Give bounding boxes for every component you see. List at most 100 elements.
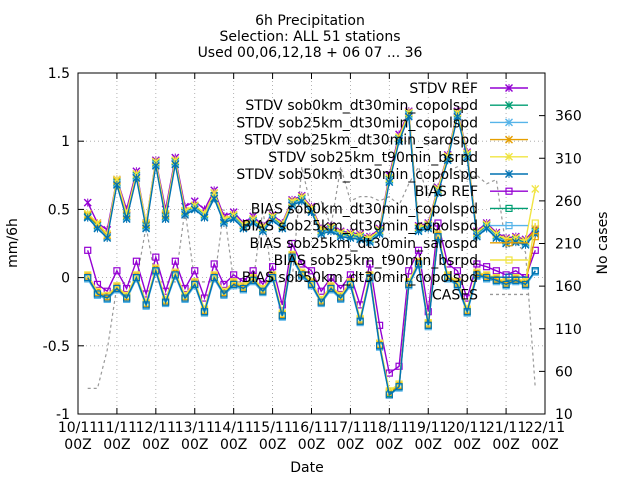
x-tick-label-hour: 00Z	[64, 437, 91, 453]
data-point	[123, 294, 131, 302]
series-11	[84, 233, 539, 399]
legend-marker	[505, 170, 513, 178]
data-point	[337, 294, 345, 302]
data-point	[200, 308, 209, 316]
legend-marker	[505, 204, 513, 212]
data-point	[395, 362, 403, 370]
data-point	[337, 284, 345, 293]
data-point	[453, 267, 462, 275]
data-point	[307, 208, 316, 217]
data-point	[404, 112, 413, 121]
data-point	[230, 280, 238, 289]
data-point	[307, 280, 316, 289]
data-point	[502, 280, 510, 289]
legend-entry: BIAS sob50km_dt30min_copolspd	[242, 270, 528, 286]
data-point	[298, 271, 306, 279]
legend-marker	[505, 273, 513, 281]
legend-marker	[505, 118, 513, 127]
x-tick-label-hour: 00Z	[337, 437, 364, 453]
data-point	[433, 189, 442, 198]
legend-marker	[505, 187, 513, 195]
data-point	[346, 271, 355, 279]
legend-entry: BIAS sob25km_dt30min_sarospd	[250, 236, 528, 252]
data-point	[278, 312, 286, 320]
legend-marker	[505, 135, 513, 144]
data-point	[453, 112, 462, 121]
data-point	[161, 298, 170, 306]
series-5	[83, 112, 540, 249]
legend-label: BIAS REF	[415, 184, 478, 200]
data-point	[103, 234, 112, 243]
data-point	[366, 274, 374, 282]
data-point	[249, 267, 257, 275]
data-point	[405, 267, 413, 275]
legend-label: STDV sob25km_t90min_bsrpd	[268, 150, 478, 166]
data-point	[327, 274, 335, 282]
y-tick-label: 0.5	[48, 202, 70, 218]
data-point	[113, 284, 121, 293]
legend-label: BIAS sob50km_dt30min_copolspd	[242, 270, 478, 286]
data-point	[366, 260, 374, 268]
data-point	[346, 280, 355, 289]
data-point	[151, 161, 160, 170]
x-tick-label-hour: 00Z	[492, 437, 519, 453]
data-point	[327, 284, 335, 293]
data-point	[414, 246, 423, 254]
data-point	[288, 253, 296, 261]
data-point	[424, 321, 432, 329]
x-tick-label-date: 17/11	[330, 420, 370, 436]
x-axis-title: Date	[290, 460, 323, 476]
data-point	[463, 308, 471, 316]
title-line-2: Selection: ALL 51 stations	[219, 29, 400, 45]
data-point	[93, 224, 102, 233]
legend-entry: CASES	[432, 287, 528, 303]
y2-axis-title: No cases	[595, 212, 611, 275]
legend-marker	[505, 152, 513, 161]
y-tick-label: -0.5	[43, 339, 70, 355]
x-tick-label-hour: 00Z	[531, 437, 558, 453]
legend-marker	[505, 101, 513, 110]
data-point	[395, 137, 404, 146]
data-point	[434, 219, 442, 227]
data-point	[278, 224, 287, 233]
series-layer	[83, 107, 540, 399]
data-point	[444, 274, 452, 282]
data-point	[492, 267, 500, 275]
legend-marker	[505, 256, 513, 264]
data-point	[405, 280, 413, 289]
data-point	[230, 271, 238, 279]
data-point	[103, 294, 111, 302]
y-tick-label: 0	[61, 271, 70, 287]
legend-label: BIAS sob25km_t90min_bsrpd	[274, 253, 478, 269]
data-point	[395, 383, 403, 391]
data-point	[171, 160, 180, 169]
legend-label: BIAS sob25km_dt30min_sarospd	[250, 236, 479, 252]
y2-tick-label: 160	[555, 279, 582, 295]
x-tick-label-date: 16/11	[291, 420, 331, 436]
x-tick-label-hour: 00Z	[259, 437, 286, 453]
legend-entry: BIAS sob0km_dt30min_copolspd	[251, 201, 528, 217]
data-point	[93, 290, 102, 298]
title-line-1: 6h Precipitation	[255, 13, 365, 29]
data-point	[219, 219, 228, 228]
data-point	[434, 233, 442, 241]
legend-label: STDV sob25km_dt30min_copolspd	[236, 115, 478, 131]
x-tick-label-hour: 00Z	[142, 437, 169, 453]
data-point	[113, 267, 121, 275]
data-point	[317, 298, 325, 306]
legend-entry: STDV sob25km_dt30min_copolspd	[236, 115, 528, 131]
legend-label: STDV sob50km_dt30min_copolspd	[236, 167, 478, 183]
data-point	[152, 267, 160, 275]
x-tick-label-hour: 00Z	[181, 437, 208, 453]
legend-label: BIAS sob0km_dt30min_copolspd	[251, 201, 478, 217]
data-point	[84, 246, 92, 254]
data-point	[414, 227, 423, 236]
y-axis-title: mm/6h	[5, 218, 21, 268]
data-point	[83, 198, 92, 207]
legend-marker	[505, 222, 513, 230]
data-point	[259, 287, 267, 295]
data-point	[122, 214, 131, 223]
data-point	[190, 205, 199, 214]
x-tick-label-date: 22/11	[525, 420, 565, 436]
